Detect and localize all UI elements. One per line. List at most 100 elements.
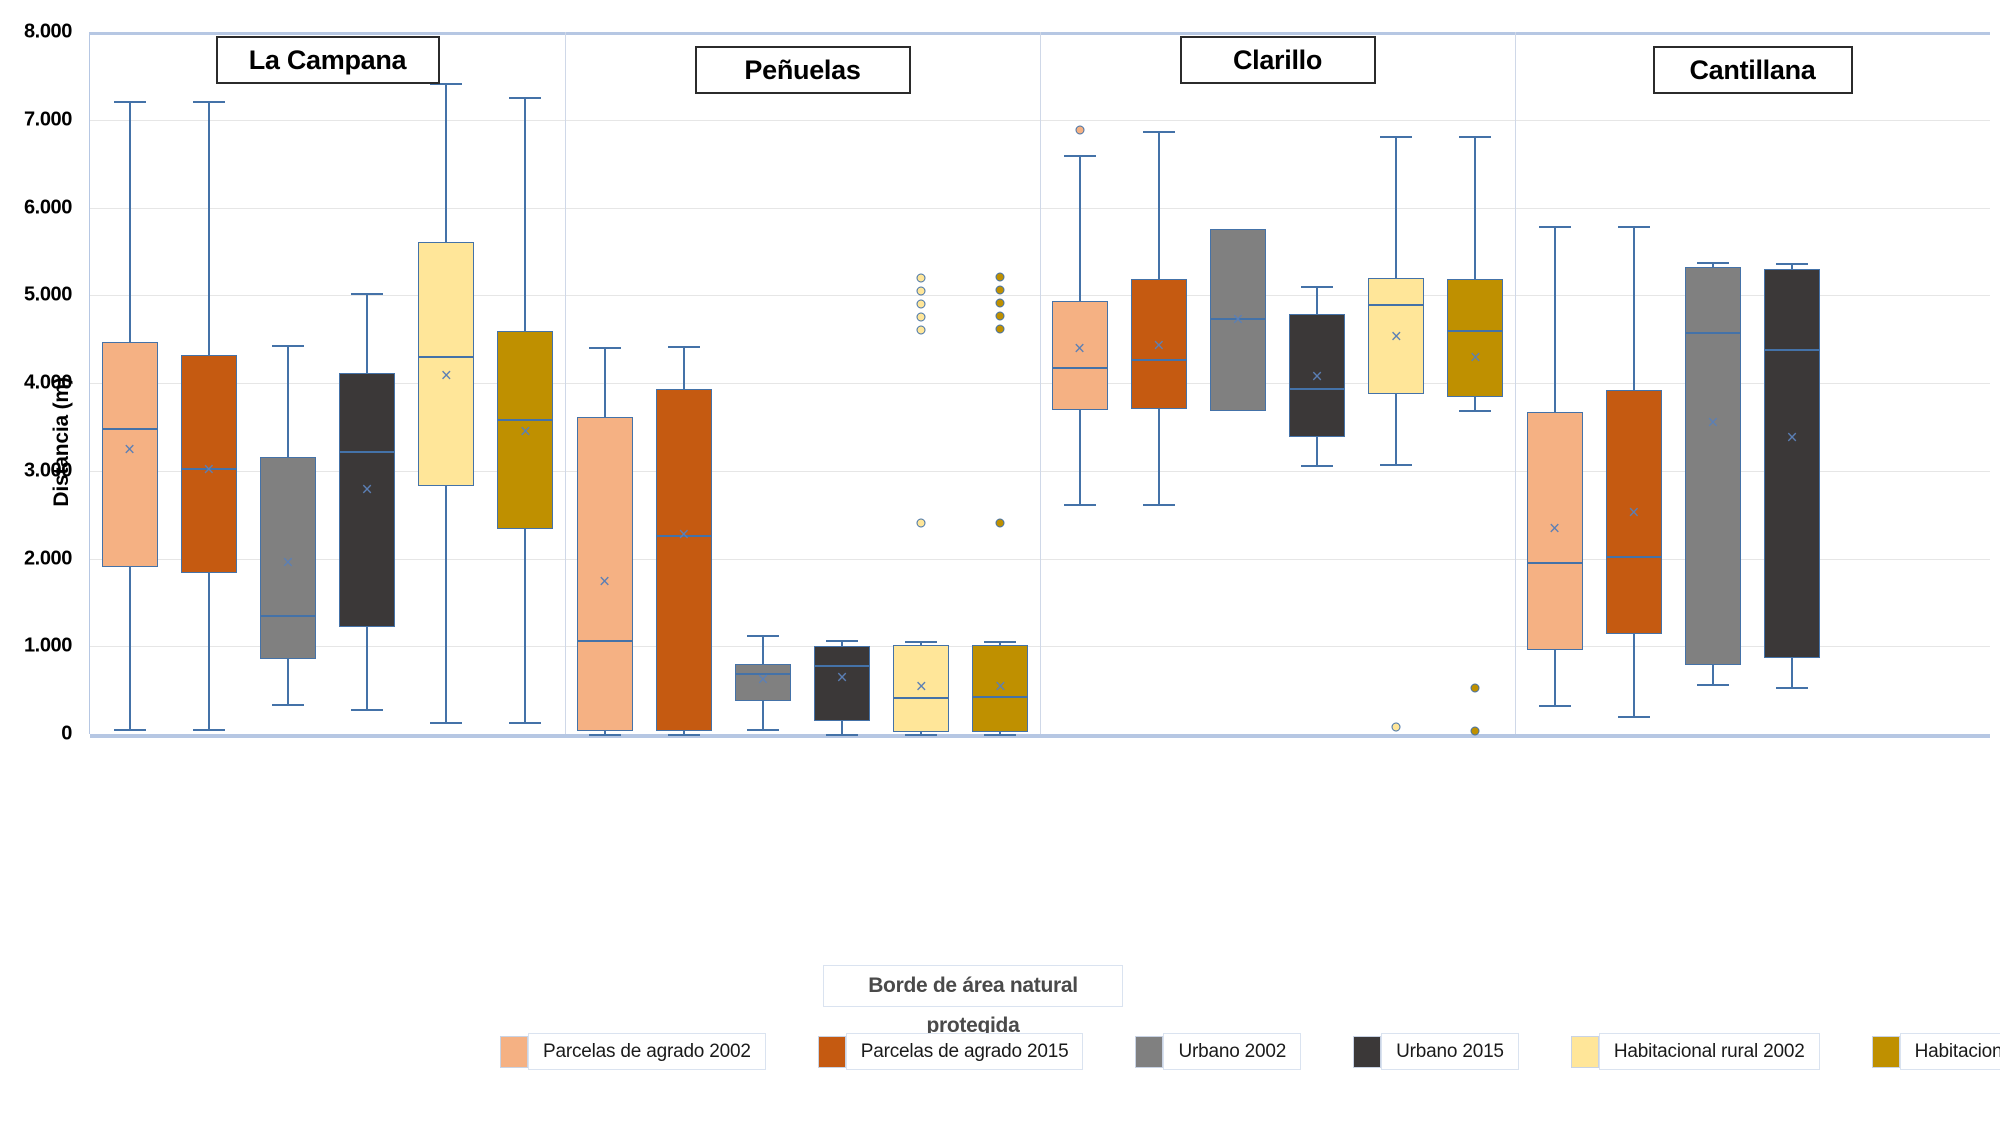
whisker-lower bbox=[603, 731, 606, 734]
y-tick-label: 7.000 bbox=[23, 108, 72, 131]
whisker-lower bbox=[1791, 657, 1794, 687]
median-line bbox=[972, 696, 1029, 699]
whisker-upper bbox=[128, 101, 131, 342]
whisker-upper bbox=[1395, 135, 1398, 278]
box-rect bbox=[576, 417, 633, 732]
legend-item[interactable]: Urbano 2015 bbox=[1353, 1030, 1519, 1073]
whisker-cap-lower bbox=[746, 728, 779, 731]
box-rect bbox=[1051, 300, 1108, 411]
median-line bbox=[101, 427, 158, 430]
legend-swatch bbox=[1871, 1035, 1900, 1068]
mean-marker: × bbox=[994, 676, 1006, 698]
outlier-point bbox=[916, 273, 926, 283]
whisker-cap-lower bbox=[1063, 504, 1096, 507]
whisker-lower bbox=[1157, 409, 1160, 505]
whisker-cap-upper bbox=[351, 292, 384, 295]
outlier-point bbox=[1075, 125, 1085, 135]
whisker-lower bbox=[128, 567, 131, 729]
median-line bbox=[1051, 367, 1108, 370]
whisker-lower bbox=[920, 732, 923, 734]
whisker-cap-upper bbox=[192, 101, 225, 104]
whisker-upper bbox=[1791, 262, 1794, 269]
group-label-cantillana: Cantillana bbox=[1652, 46, 1853, 94]
y-tick-label: 4.000 bbox=[23, 371, 72, 394]
legend-item[interactable]: Urbano 2002 bbox=[1135, 1030, 1302, 1073]
outlier-point bbox=[995, 272, 1005, 282]
legend-swatch bbox=[1353, 1035, 1382, 1068]
legend-label: Urbano 2002 bbox=[1163, 1033, 1302, 1070]
whisker-cap-lower bbox=[430, 721, 463, 724]
box-rect bbox=[1447, 279, 1504, 398]
box-rect bbox=[1526, 411, 1583, 650]
whisker-cap-upper bbox=[1617, 225, 1650, 228]
median-line bbox=[576, 640, 633, 643]
legend-item[interactable]: Parcelas de agrado 2002 bbox=[500, 1030, 766, 1073]
whisker-cap-lower bbox=[667, 734, 700, 736]
box-rect bbox=[655, 389, 712, 732]
whisker-cap-upper bbox=[1459, 135, 1492, 138]
whisker-cap-upper bbox=[1301, 286, 1334, 289]
median-line bbox=[655, 534, 712, 537]
median-line bbox=[1526, 562, 1583, 564]
box-rect bbox=[1764, 268, 1821, 658]
y-tick-label: 6.000 bbox=[23, 196, 72, 218]
box-rect bbox=[1130, 279, 1187, 410]
whisker-upper bbox=[1474, 135, 1477, 280]
whisker-upper bbox=[1157, 131, 1160, 280]
whisker-cap-lower bbox=[1617, 716, 1650, 719]
mean-marker: × bbox=[1786, 427, 1798, 449]
whisker-upper bbox=[1078, 154, 1081, 301]
whisker-cap-lower bbox=[1380, 463, 1413, 466]
box-rect bbox=[814, 646, 871, 721]
mean-marker: × bbox=[1153, 335, 1165, 357]
whisker-upper bbox=[286, 345, 289, 457]
whisker-lower bbox=[1395, 393, 1398, 464]
median-line bbox=[1684, 332, 1741, 335]
whisker-upper bbox=[1711, 261, 1714, 268]
median-line bbox=[814, 664, 871, 667]
whisker-cap-upper bbox=[1696, 261, 1729, 264]
median-line bbox=[1605, 555, 1662, 558]
whisker-cap-upper bbox=[1063, 154, 1096, 157]
whisker-cap-lower bbox=[1538, 705, 1571, 708]
whisker-cap-lower bbox=[826, 734, 859, 736]
whisker-cap-lower bbox=[1459, 410, 1492, 413]
whisker-cap-lower bbox=[1301, 464, 1334, 467]
median-line bbox=[180, 468, 237, 471]
whisker-lower bbox=[524, 528, 527, 722]
outlier-point bbox=[995, 298, 1005, 308]
legend-swatch bbox=[817, 1035, 846, 1068]
box-rect bbox=[180, 354, 237, 573]
legend-item[interactable]: Habitacional rural 2015 bbox=[1871, 1030, 2000, 1073]
outlier-point bbox=[916, 325, 926, 335]
whisker-cap-lower bbox=[905, 734, 938, 736]
whisker-cap-upper bbox=[1142, 131, 1175, 134]
whisker-cap-lower bbox=[984, 734, 1017, 736]
y-tick-label: 5.000 bbox=[23, 283, 72, 306]
y-tick-label: 2.000 bbox=[23, 547, 72, 569]
whisker-lower bbox=[1632, 633, 1635, 717]
whisker-upper bbox=[682, 346, 685, 390]
whisker-cap-lower bbox=[1696, 683, 1729, 686]
mean-marker: × bbox=[1232, 309, 1244, 331]
box-rect bbox=[339, 373, 396, 627]
median-line bbox=[1764, 348, 1821, 351]
whisker-cap-upper bbox=[984, 640, 1017, 643]
whisker-cap-upper bbox=[271, 345, 304, 348]
median-line bbox=[497, 418, 554, 421]
legend-item[interactable]: Parcelas de agrado 2015 bbox=[817, 1030, 1084, 1073]
legend-item[interactable]: Habitacional rural 2002 bbox=[1570, 1030, 1820, 1073]
whisker-cap-lower bbox=[588, 734, 621, 736]
box-rect bbox=[734, 663, 791, 701]
mean-marker: × bbox=[1311, 366, 1323, 388]
y-tick-label: 3.000 bbox=[23, 459, 72, 482]
mean-marker: × bbox=[1469, 347, 1481, 369]
box-rect bbox=[893, 645, 950, 733]
outlier-point bbox=[995, 518, 1005, 528]
group-separator bbox=[1040, 32, 1041, 734]
whisker-lower bbox=[1553, 649, 1556, 706]
mean-marker: × bbox=[757, 669, 769, 691]
group-label-clarillo: Clarillo bbox=[1179, 36, 1376, 84]
legend-label: Habitacional rural 2002 bbox=[1598, 1033, 1820, 1070]
